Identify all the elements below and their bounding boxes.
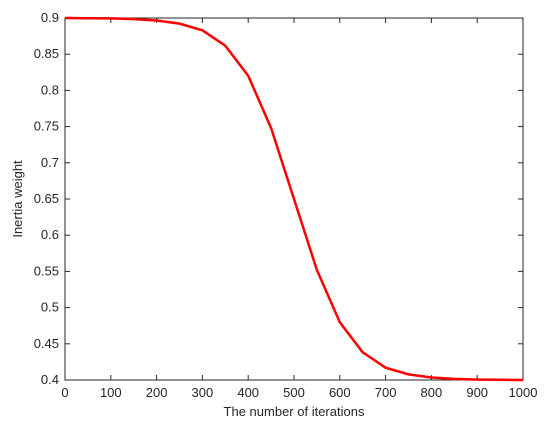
y-axis-label: Inertia weight	[10, 160, 25, 238]
x-tick-label: 1000	[509, 385, 538, 400]
x-tick-label: 700	[375, 385, 397, 400]
x-tick-label: 500	[283, 385, 305, 400]
x-tick-label: 600	[329, 385, 351, 400]
x-tick-label: 300	[192, 385, 214, 400]
y-tick-label: 0.55	[34, 263, 59, 278]
y-tick-label: 0.75	[34, 119, 59, 134]
x-tick-label: 100	[100, 385, 122, 400]
x-tick-label: 0	[61, 385, 68, 400]
y-tick-label: 0.45	[34, 336, 59, 351]
x-tick-label: 800	[421, 385, 443, 400]
y-tick-label: 0.9	[41, 10, 59, 25]
y-tick-label: 0.8	[41, 82, 59, 97]
y-tick-label: 0.5	[41, 300, 59, 315]
y-tick-label: 0.4	[41, 372, 59, 387]
y-tick-label: 0.7	[41, 155, 59, 170]
y-tick-label: 0.65	[34, 191, 59, 206]
y-tick-label: 0.6	[41, 227, 59, 242]
y-tick-label: 0.85	[34, 46, 59, 61]
x-axis-label: The number of iterations	[224, 404, 365, 419]
x-tick-label: 900	[466, 385, 488, 400]
x-tick-label: 200	[146, 385, 168, 400]
x-tick-label: 400	[237, 385, 259, 400]
data-line	[64, 16, 524, 382]
